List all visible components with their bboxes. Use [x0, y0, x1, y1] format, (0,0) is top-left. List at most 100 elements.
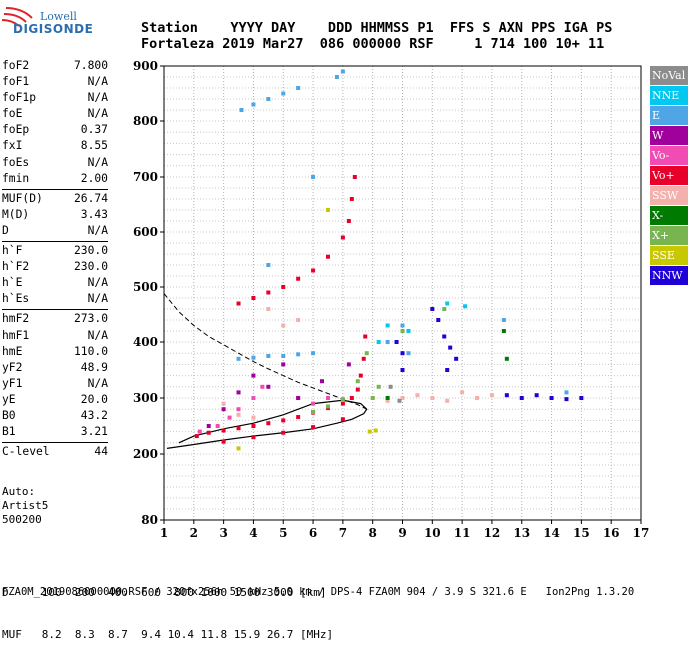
x-tick-label: 7	[339, 526, 347, 540]
echo-point-ssw	[489, 393, 494, 398]
y-tick-label: 80	[141, 513, 158, 527]
param-row: B0 43.2	[2, 408, 108, 424]
echo-point-x-	[442, 307, 447, 311]
x-tick-label: 17	[633, 526, 650, 540]
param-label: h`E	[2, 276, 23, 290]
echo-point-ssw	[430, 396, 435, 400]
echo-point-vo-	[358, 373, 363, 378]
echo-point-e	[385, 340, 390, 344]
x-tick-label: 2	[190, 526, 198, 540]
param-value: 7.800	[73, 59, 108, 72]
echo-point-nnw	[400, 351, 405, 356]
echo-point-nnw	[549, 396, 554, 400]
echo-point-e	[251, 355, 256, 360]
echo-point-vo-	[251, 296, 256, 300]
x-tick-label: 14	[543, 526, 560, 540]
param-value: N/A	[87, 223, 108, 237]
param-row: h`F 230.0	[2, 243, 108, 259]
echo-point-nne	[376, 340, 381, 344]
echo-point-w	[296, 396, 301, 400]
lowell-digisonde-logo: Lowell DIGISONDE	[0, 0, 93, 40]
echo-point-w	[251, 373, 256, 378]
autoscaling-info: Auto: Artist5 500200	[2, 485, 48, 527]
param-value: N/A	[87, 276, 108, 290]
echo-point-noval	[397, 398, 402, 403]
param-value: N/A	[87, 292, 108, 306]
param-label: B0	[2, 408, 16, 422]
param-label: foE	[2, 107, 23, 121]
param-value: 8.55	[80, 139, 108, 153]
profile-dashed-curve	[163, 293, 367, 410]
echo-point-nnw	[430, 307, 435, 311]
echo-point-ssw	[236, 412, 241, 417]
legend-e: E	[650, 106, 688, 125]
echo-point-e	[296, 352, 301, 357]
legend-nnw: NNW	[650, 266, 688, 285]
trace-curve	[166, 399, 368, 449]
param-row: foEs N/A	[2, 155, 108, 171]
x-tick-label: 4	[249, 526, 257, 540]
echo-point-ssw	[415, 393, 420, 398]
legend-vo-: Vo-	[650, 146, 688, 165]
legend-noval: NoVal	[650, 66, 688, 85]
echo-point-x-	[504, 356, 509, 361]
param-label: foEs	[2, 155, 30, 169]
echo-point-nnw	[394, 340, 399, 344]
param-row: foE N/A	[2, 106, 108, 122]
x-tick-label: 8	[369, 526, 377, 540]
param-label: D	[2, 223, 9, 237]
echo-point-w	[346, 362, 351, 367]
echo-point-w	[236, 390, 241, 395]
echo-point-ssw	[251, 415, 256, 420]
polarization-legend: NoVal NNE E W Vo- Vo+ SSW X- X+ SSE NNW	[650, 66, 688, 286]
parameter-panel: foF2 7.800 foF1 N/A foF1p N/A foE N/A foEp 0.37 fx…	[2, 58, 108, 460]
echo-point-vo-	[281, 430, 286, 435]
legend-x-: X+	[650, 226, 688, 245]
legend-vo-: Vo+	[650, 166, 688, 185]
echo-point-vo-	[227, 415, 232, 420]
echo-point-e	[239, 108, 244, 112]
echo-point-e	[400, 323, 405, 328]
header-labels: Station YYYY DAY DDD HHMMSS P1 FFS S AXN…	[141, 20, 613, 36]
param-label: yF2	[2, 360, 23, 374]
echo-point-noval	[388, 384, 393, 389]
echo-point-vo-	[236, 301, 241, 306]
echo-point-ssw	[221, 401, 226, 406]
y-tick-label: 800	[133, 114, 158, 128]
echo-point-sse	[373, 428, 378, 433]
echo-point-nnw	[519, 396, 524, 400]
param-value: N/A	[87, 376, 108, 390]
echo-point-vo-	[340, 235, 345, 240]
echo-point-x-	[325, 404, 330, 409]
param-value: 3.43	[80, 207, 108, 221]
echo-point-vo-	[311, 268, 316, 273]
echo-point-vo-	[281, 418, 286, 423]
param-value: 230.0	[73, 244, 108, 258]
echo-point-vo-	[194, 434, 199, 439]
param-row: foEp 0.37	[2, 122, 108, 138]
echo-point-ssw	[400, 396, 405, 400]
echo-point-vo-	[206, 430, 211, 435]
echo-point-vo-	[325, 396, 330, 400]
param-label: foEp	[2, 123, 30, 137]
param-value: N/A	[87, 107, 108, 121]
param-value: N/A	[87, 328, 108, 342]
param-row: C-level 44	[2, 444, 108, 460]
echo-point-w	[266, 384, 271, 389]
echo-point-e	[251, 102, 256, 107]
param-row: h`E N/A	[2, 275, 108, 291]
x-tick-label: 6	[309, 526, 317, 540]
param-value: 2.00	[80, 171, 108, 185]
echo-point-x-	[364, 351, 369, 356]
legend-ssw: SSW	[650, 186, 688, 205]
echo-point-vo-	[296, 276, 301, 281]
echo-point-sse	[367, 429, 372, 434]
echo-point-nne	[406, 329, 411, 333]
echo-point-vo-	[311, 401, 316, 406]
y-tick-label: 500	[133, 280, 158, 294]
param-row: B1 3.21	[2, 424, 108, 440]
x-tick-label: 1	[160, 526, 168, 540]
x-tick-label: 11	[454, 526, 471, 540]
param-value: 0.37	[80, 123, 108, 137]
echo-point-ssw	[460, 390, 465, 395]
